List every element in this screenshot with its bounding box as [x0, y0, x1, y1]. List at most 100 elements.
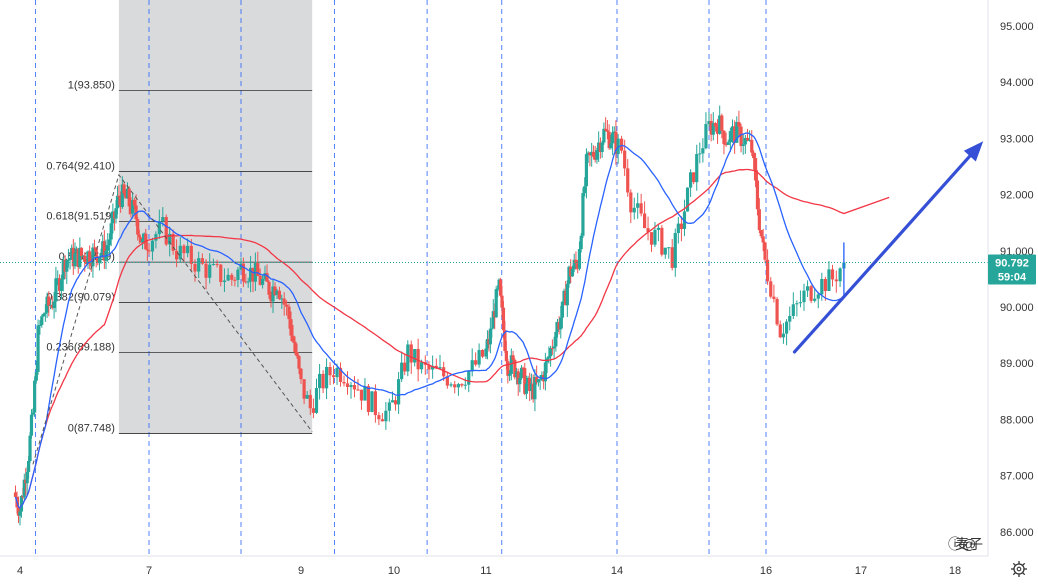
settings-gear-icon[interactable]: [1011, 561, 1027, 577]
candle-body: [609, 143, 613, 149]
candle-body: [101, 241, 105, 254]
candle-body: [295, 352, 299, 357]
candle-body: [550, 348, 554, 350]
candle-body: [562, 290, 566, 302]
candle-body: [335, 367, 339, 378]
candle-body: [47, 296, 51, 306]
candle-body: [830, 269, 835, 280]
candle-body: [733, 126, 737, 143]
candle-body: [277, 290, 281, 299]
candle-body: [119, 196, 123, 208]
y-tick-label: 92.000: [1000, 190, 1034, 202]
candle-body: [567, 266, 571, 284]
candle-body: [136, 219, 140, 235]
candle-body: [728, 131, 732, 143]
candle-body: [109, 223, 113, 240]
candle-body: [84, 262, 88, 265]
candle-body: [175, 250, 179, 260]
candle-body: [59, 279, 64, 291]
candle-body: [299, 368, 303, 380]
candle-body: [685, 187, 690, 212]
trend-arrow-line: [792, 154, 972, 354]
candle-body: [273, 286, 277, 295]
candle-body: [509, 355, 513, 374]
candle-body: [809, 286, 813, 301]
candle-body: [516, 371, 520, 385]
candle-body: [820, 278, 824, 295]
candle-body: [656, 227, 660, 230]
y-tick-label: 89.000: [1000, 358, 1034, 370]
candle-body: [500, 295, 504, 308]
candle-body: [496, 288, 500, 290]
candle-body: [715, 126, 720, 134]
candle-body: [449, 384, 453, 386]
candle-body: [154, 234, 158, 241]
candle-body: [397, 379, 401, 405]
candle-body: [204, 263, 208, 278]
candle-body: [52, 301, 56, 309]
candle-body: [769, 281, 773, 297]
candle-body: [161, 217, 165, 222]
candle-body: [523, 368, 527, 394]
candle-body: [498, 279, 503, 296]
candle-body: [147, 250, 151, 252]
candle-body: [784, 321, 789, 334]
candle-body: [291, 335, 295, 342]
candle-body: [387, 402, 391, 411]
candle-body: [31, 412, 35, 415]
candle-body: [484, 348, 488, 357]
last-price-tag: [988, 254, 1036, 285]
candle-body: [689, 172, 693, 188]
ma-fast-line: [14, 132, 845, 509]
candle-body: [42, 313, 46, 317]
candle-body: [68, 259, 72, 261]
candle-body: [256, 263, 260, 277]
candle-body: [142, 233, 146, 240]
fib-level-label: 0.618(91.519): [46, 211, 115, 223]
candle-body: [318, 373, 322, 389]
candle-body: [838, 268, 842, 282]
candle-body: [352, 385, 357, 390]
candle-body: [750, 139, 754, 153]
candle-body: [670, 247, 674, 268]
candle-body: [600, 142, 604, 152]
candle-body: [96, 256, 100, 264]
candle-body: [331, 375, 336, 378]
candle-body: [43, 312, 47, 314]
candle-body: [137, 234, 141, 238]
candle-body: [543, 362, 547, 382]
candle-body: [494, 289, 498, 318]
candle-body: [78, 247, 82, 268]
candle-body: [612, 131, 616, 133]
candle-body: [695, 154, 699, 183]
candle-body: [66, 259, 71, 261]
candle-body: [16, 507, 21, 516]
candle-body: [698, 153, 702, 155]
candle-body: [604, 128, 608, 131]
candle-body: [569, 266, 573, 277]
candle-body: [111, 211, 115, 224]
candle-body: [506, 361, 510, 376]
candle-body: [632, 207, 636, 213]
candle-body: [533, 377, 537, 400]
candle-body: [646, 228, 650, 233]
candle-body: [297, 356, 301, 369]
candle-body: [215, 264, 219, 266]
candle-body: [393, 400, 398, 405]
candle-body: [726, 142, 730, 145]
candle-body: [311, 408, 315, 413]
candle-body: [390, 400, 395, 403]
candle-body: [193, 263, 197, 272]
candle-body: [463, 384, 467, 386]
candle-body: [752, 152, 756, 159]
candle-body: [131, 200, 135, 214]
watermark-logo-icon: ⓘ@: [948, 536, 976, 552]
candle-body: [345, 383, 350, 387]
candle-body: [757, 209, 761, 231]
candle-body: [420, 362, 424, 370]
candle-body: [409, 344, 413, 363]
candle-body: [480, 350, 485, 357]
candle-body: [663, 247, 667, 255]
